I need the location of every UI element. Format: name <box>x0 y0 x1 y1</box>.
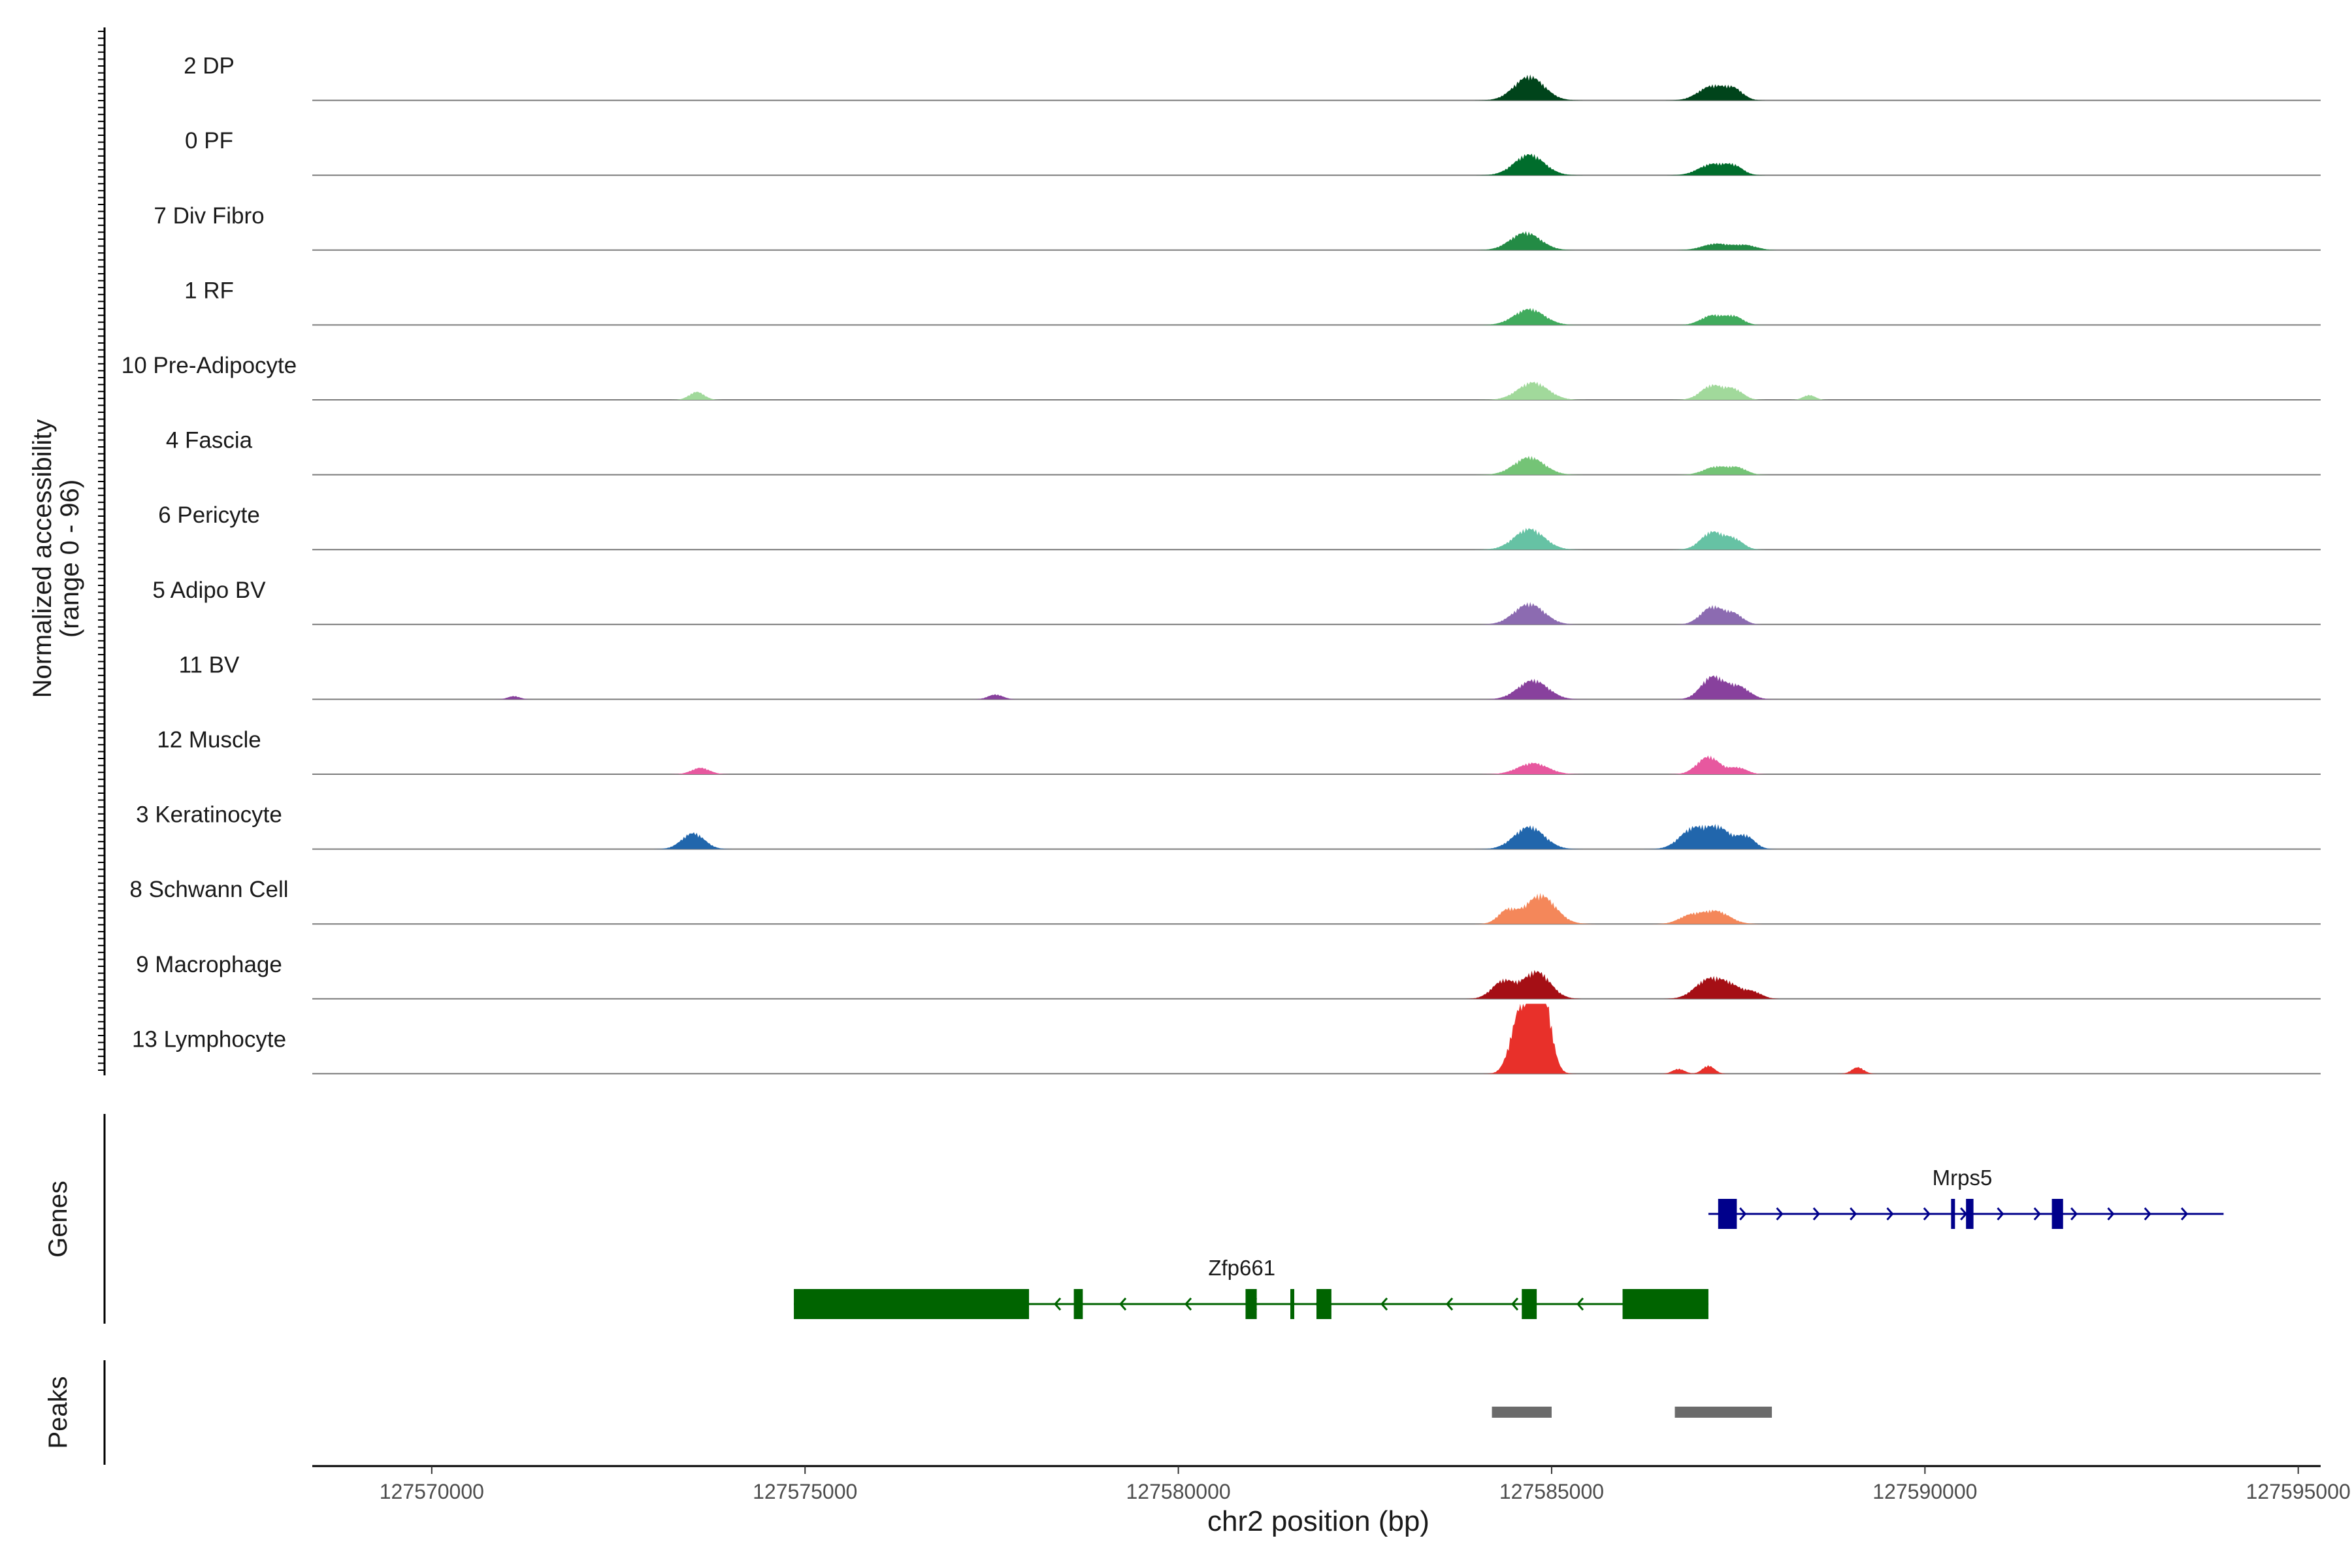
track-1-rf: 1 RF <box>184 278 2321 326</box>
x-axis-label: chr2 position (bp) <box>1207 1505 1429 1537</box>
track-label: 2 DP <box>184 54 235 79</box>
strand-arrow <box>1886 1207 1894 1220</box>
coverage-area <box>312 455 2321 475</box>
coverage-tracks: 2 DP 0 PF 7 Div Fibro 1 RF 10 Pre-Adipocyte 4… <box>122 54 2321 1075</box>
track-label: 6 Pericyte <box>158 502 260 528</box>
gene-exon <box>1073 1289 1083 1319</box>
track-10-pre-adipocyte: 10 Pre-Adipocyte <box>122 353 2321 400</box>
peak-region-bar <box>1492 1407 1552 1418</box>
track-label: 9 Macrophage <box>136 952 282 977</box>
strand-arrow <box>1576 1298 1584 1311</box>
gene-exon <box>1522 1289 1537 1319</box>
track-2-dp: 2 DP <box>184 54 2321 101</box>
coverage-area <box>312 675 2321 700</box>
x-tick-label: 127575000 <box>753 1480 857 1503</box>
x-axis: 127570000 127575000 127580000 127585000 1275… <box>312 1465 2351 1503</box>
strand-arrow <box>1511 1298 1519 1311</box>
strand-arrow <box>1960 1207 1968 1220</box>
panel-axes <box>98 27 106 1465</box>
track-label: 7 Div Fibro <box>154 203 264 229</box>
gene-zfp661: Zfp661 <box>794 1256 1708 1319</box>
gene-exon <box>1718 1199 1737 1229</box>
y-axis-range-label: (range 0 - 96) <box>56 480 84 638</box>
strand-arrow <box>2180 1207 2189 1220</box>
gene-exon <box>1316 1289 1331 1319</box>
coverage-area <box>312 528 2321 550</box>
coverage-area <box>312 74 2321 101</box>
track-label: 3 Keratinocyte <box>136 802 282 828</box>
x-tick-label: 127590000 <box>1872 1480 1977 1503</box>
gene-name-label: Mrps5 <box>1933 1166 1993 1190</box>
coverage-area <box>312 382 2321 400</box>
strand-arrow <box>1184 1298 1192 1311</box>
strand-arrow <box>1054 1298 1062 1311</box>
gene-exon <box>2051 1199 2063 1229</box>
strand-arrow <box>1119 1298 1127 1311</box>
gene-exon <box>1622 1289 1708 1319</box>
coverage-area <box>312 231 2321 250</box>
track-label: 0 PF <box>185 128 233 154</box>
coverage-area <box>312 154 2321 176</box>
coverage-area <box>312 308 2321 325</box>
track-6-pericyte: 6 Pericyte <box>158 502 2321 551</box>
track-label: 8 Schwann Cell <box>129 877 288 902</box>
track-label: 10 Pre-Adipocyte <box>122 353 297 378</box>
y-axis-label: Normalized accessibility <box>28 419 57 698</box>
track-9-macrophage: 9 Macrophage <box>136 952 2321 1000</box>
gene-exon <box>794 1289 1030 1319</box>
genes-panel-label: Genes <box>44 1181 73 1258</box>
x-tick-label: 127595000 <box>2246 1480 2351 1503</box>
track-12-muscle: 12 Muscle <box>157 727 2321 775</box>
strand-arrow <box>1739 1207 1747 1220</box>
strand-arrow <box>2144 1207 2151 1220</box>
strand-arrow <box>1997 1207 2004 1220</box>
gene-mrps5: Mrps5 <box>1708 1166 2224 1229</box>
x-tick-label: 127585000 <box>1499 1480 1604 1503</box>
gene-exon <box>1951 1199 1955 1229</box>
gene-exon <box>1966 1199 1974 1229</box>
strand-arrow <box>1812 1207 1820 1220</box>
track-11-bv: 11 BV <box>179 652 2321 700</box>
strand-arrow <box>2033 1207 2041 1220</box>
track-8-schwann-cell: 8 Schwann Cell <box>129 877 2321 925</box>
x-tick-label: 127580000 <box>1126 1480 1231 1503</box>
coverage-area <box>312 892 2321 924</box>
gene-track: Mrps5 Zfp661 <box>794 1166 2224 1319</box>
track-13-lymphocyte: 13 Lymphocyte <box>132 1004 2321 1075</box>
track-label: 13 Lymphocyte <box>132 1026 286 1052</box>
strand-arrow <box>2107 1207 2115 1220</box>
track-3-keratinocyte: 3 Keratinocyte <box>136 802 2321 850</box>
x-tick-label: 127570000 <box>380 1480 484 1503</box>
track-label: 12 Muscle <box>157 727 261 753</box>
track-4-fascia: 4 Fascia <box>166 428 2321 476</box>
gene-exon <box>1290 1289 1295 1319</box>
gene-name-label: Zfp661 <box>1208 1256 1275 1280</box>
track-7-div-fibro: 7 Div Fibro <box>154 203 2321 251</box>
track-5-adipo-bv: 5 Adipo BV <box>152 578 2321 625</box>
strand-arrow <box>2070 1207 2078 1220</box>
track-label: 1 RF <box>184 278 234 303</box>
coverage-area <box>312 602 2321 625</box>
peak-region-bar <box>1674 1407 1772 1418</box>
track-label: 11 BV <box>179 652 240 678</box>
peaks-panel-label: Peaks <box>44 1376 73 1448</box>
peak-track <box>1492 1407 1772 1418</box>
track-label: 5 Adipo BV <box>152 578 266 603</box>
coverage-area <box>312 755 2321 774</box>
track-label: 4 Fascia <box>166 428 253 453</box>
track-0-pf: 0 PF <box>185 128 2321 176</box>
strand-arrow <box>1923 1207 1931 1220</box>
coverage-area <box>312 824 2321 849</box>
strand-arrow <box>1380 1298 1388 1311</box>
strand-arrow <box>1445 1298 1454 1311</box>
coverage-area <box>312 970 2321 999</box>
gene-exon <box>1245 1289 1257 1319</box>
strand-arrow <box>1776 1207 1784 1220</box>
coverage-area <box>312 1004 2321 1074</box>
strand-arrow <box>1850 1207 1857 1220</box>
